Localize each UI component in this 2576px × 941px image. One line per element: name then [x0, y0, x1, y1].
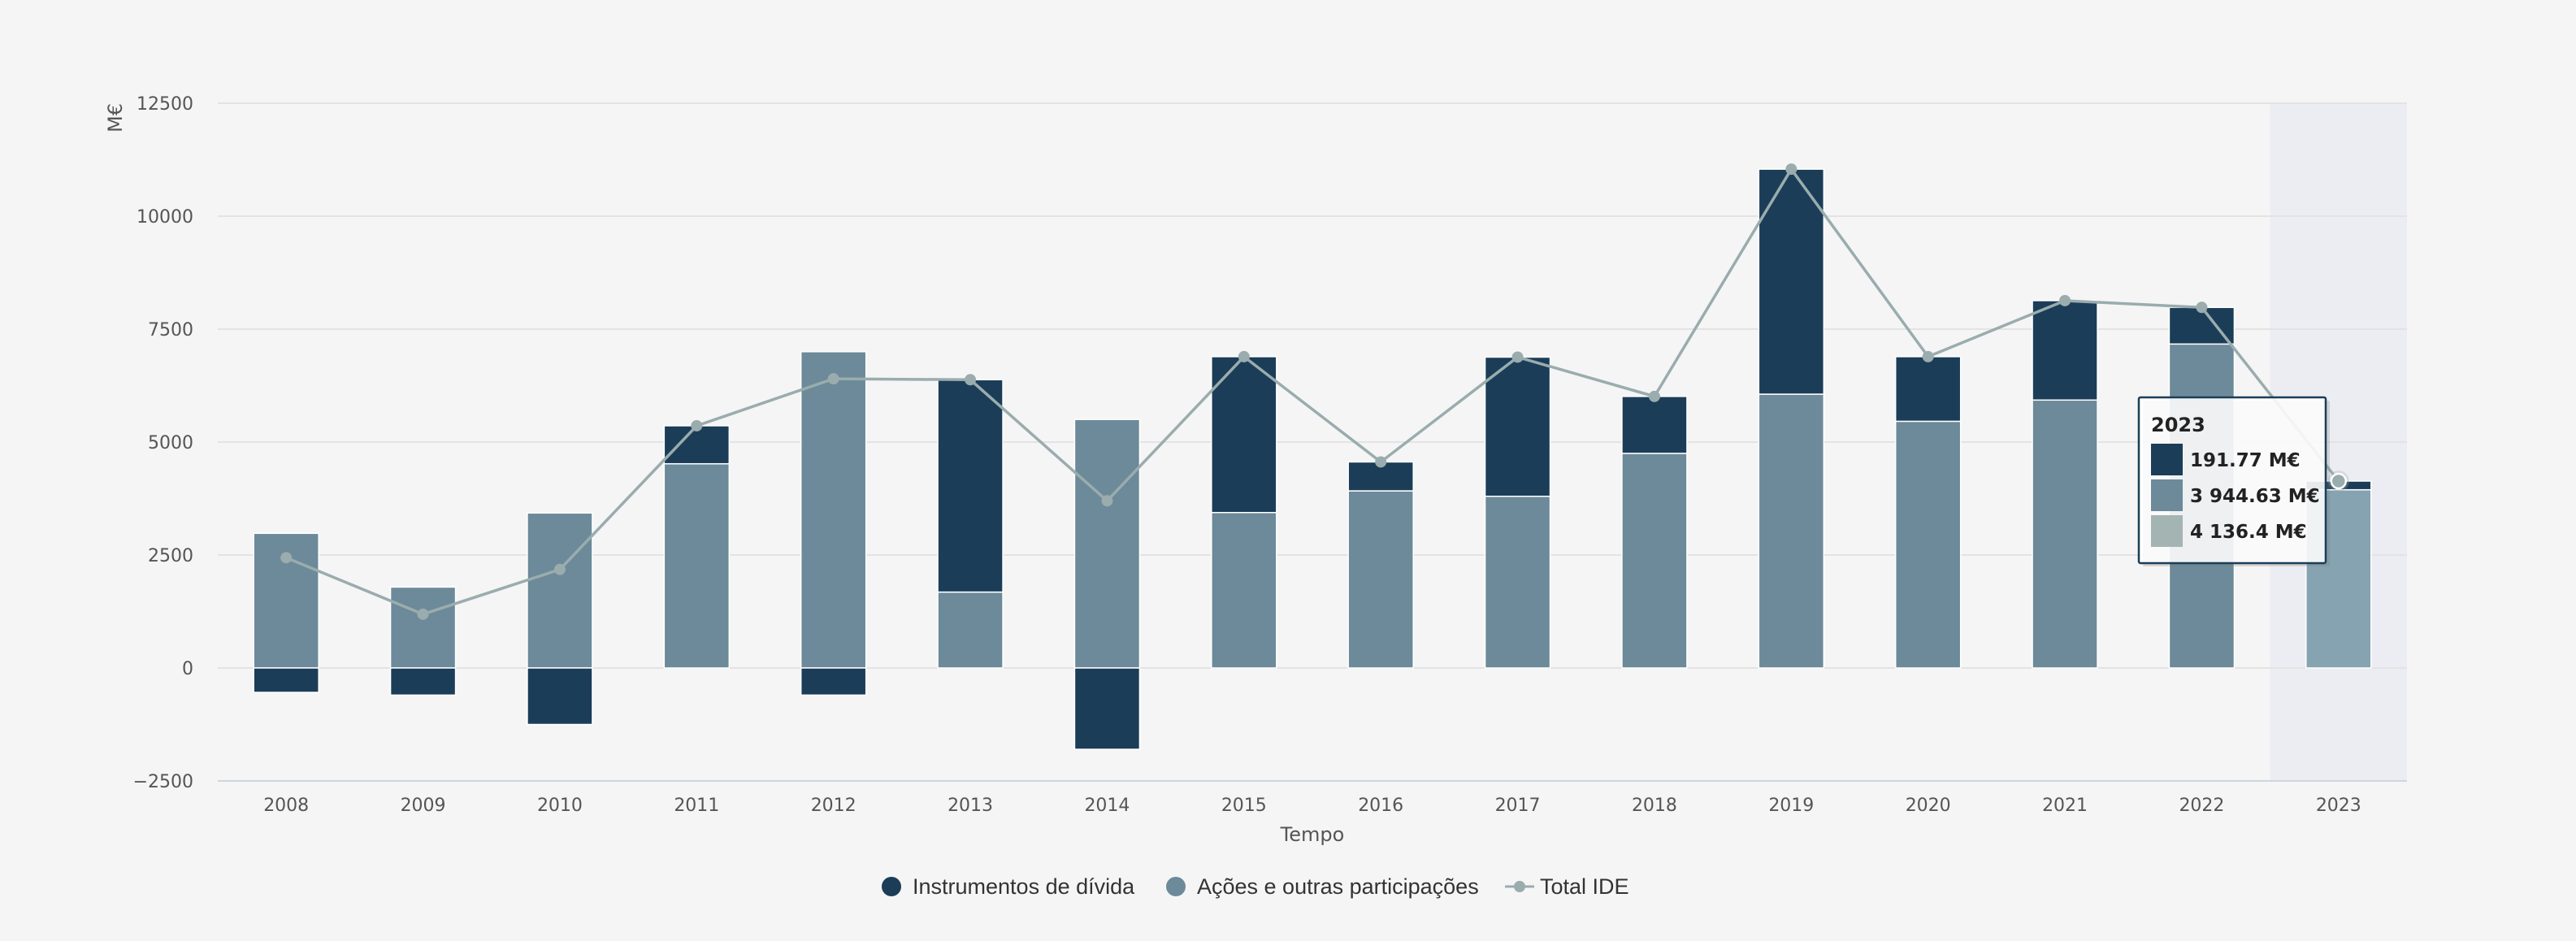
x-tick-label: 2016 — [1358, 796, 1403, 816]
bar[interactable] — [663, 425, 731, 465]
y-tick-label: 10000 — [137, 207, 193, 228]
bar[interactable] — [937, 591, 1004, 669]
bar[interactable] — [1758, 393, 1825, 669]
tooltip-value: 4 136.4 M€ — [2190, 522, 2307, 543]
legend-label[interactable]: Instrumentos de dívida — [913, 874, 1135, 899]
y-tick-label: 0 — [182, 659, 193, 679]
legend-marker[interactable] — [1514, 881, 1525, 892]
x-tick-label: 2012 — [811, 796, 856, 816]
bar[interactable] — [527, 667, 593, 726]
legend-marker[interactable] — [1166, 877, 1186, 896]
x-tick-label: 2010 — [537, 796, 583, 816]
bar[interactable] — [1894, 356, 1962, 423]
line-point[interactable] — [1101, 495, 1113, 507]
bar[interactable] — [1211, 356, 1277, 514]
bar[interactable] — [663, 462, 731, 669]
line-point[interactable] — [2330, 472, 2348, 490]
legend-label[interactable]: Ações e outras participações — [1197, 874, 1479, 899]
line-point[interactable] — [2059, 294, 2071, 306]
x-tick-label: 2011 — [674, 796, 719, 816]
line-point[interactable] — [1511, 351, 1524, 363]
bar[interactable] — [1484, 356, 1551, 497]
x-tick-label: 2015 — [1221, 796, 1267, 816]
x-tick-label: 2008 — [263, 796, 309, 816]
tooltip-value: 3 944.63 M€ — [2190, 486, 2320, 507]
legend-marker[interactable] — [882, 877, 901, 896]
x-tick-label: 2018 — [1632, 796, 1677, 816]
legend-label[interactable]: Total IDE — [1540, 874, 1629, 899]
tooltip-swatch — [2151, 479, 2183, 511]
total-line — [285, 167, 2340, 616]
x-tick-label: 2022 — [2179, 796, 2224, 816]
tooltip-title: 2023 — [2151, 414, 2205, 436]
x-axis-title: Tempo — [1280, 823, 1345, 846]
x-tick-label: 2019 — [1768, 796, 1814, 816]
tooltip-swatch — [2151, 515, 2183, 547]
bar[interactable] — [2168, 306, 2236, 345]
bar[interactable] — [800, 351, 867, 669]
bar[interactable] — [527, 512, 593, 669]
line-point[interactable] — [280, 552, 293, 564]
tooltip-value: 191.77 M€ — [2190, 450, 2301, 471]
bar[interactable] — [2032, 399, 2098, 669]
y-tick-label: −2500 — [133, 772, 193, 792]
bar[interactable] — [1621, 396, 1688, 454]
line-point[interactable] — [827, 373, 839, 385]
tooltip-box — [2137, 396, 2327, 565]
bar[interactable] — [800, 667, 867, 696]
line-point[interactable] — [1922, 350, 1934, 362]
bar[interactable] — [1621, 453, 1688, 669]
y-tick-label: 7500 — [148, 320, 193, 340]
bar[interactable] — [1073, 667, 1141, 750]
bar[interactable] — [1758, 168, 1825, 395]
line-point[interactable] — [965, 374, 977, 386]
line-point[interactable] — [1648, 390, 1660, 402]
bar[interactable] — [1211, 511, 1277, 669]
line-point[interactable] — [417, 608, 429, 620]
line-point[interactable] — [553, 563, 566, 575]
line-point[interactable] — [1238, 350, 1250, 362]
y-tick-label: 2500 — [148, 546, 193, 566]
bar[interactable] — [253, 667, 319, 693]
bar[interactable] — [389, 586, 457, 669]
y-tick-label: 5000 — [148, 433, 193, 453]
tooltip-swatch — [2151, 444, 2183, 475]
bar[interactable] — [937, 379, 1004, 593]
bar[interactable] — [1894, 420, 1962, 669]
x-tick-label: 2020 — [1906, 796, 1951, 816]
bar[interactable] — [1073, 418, 1141, 669]
line-point[interactable] — [1375, 456, 1387, 468]
y-axis-title: M€ — [104, 103, 127, 132]
x-tick-label: 2021 — [2042, 796, 2088, 816]
line-point[interactable] — [2196, 301, 2208, 314]
x-tick-label: 2017 — [1495, 796, 1541, 816]
line-point[interactable] — [691, 419, 703, 431]
bar[interactable] — [2032, 300, 2098, 401]
bar[interactable] — [1347, 490, 1414, 669]
x-tick-label: 2014 — [1084, 796, 1130, 816]
bar[interactable] — [389, 667, 457, 696]
tooltip: 2023 191.77 M€ 3 944.63 M€ 4 136.4 M€ — [2137, 396, 2330, 566]
x-tick-label: 2013 — [948, 796, 993, 816]
x-tick-label: 2023 — [2316, 796, 2361, 816]
y-tick-label: 12500 — [137, 94, 193, 115]
line-point[interactable] — [1785, 163, 1798, 176]
bar[interactable] — [1484, 495, 1551, 669]
x-tick-label: 2009 — [401, 796, 446, 816]
